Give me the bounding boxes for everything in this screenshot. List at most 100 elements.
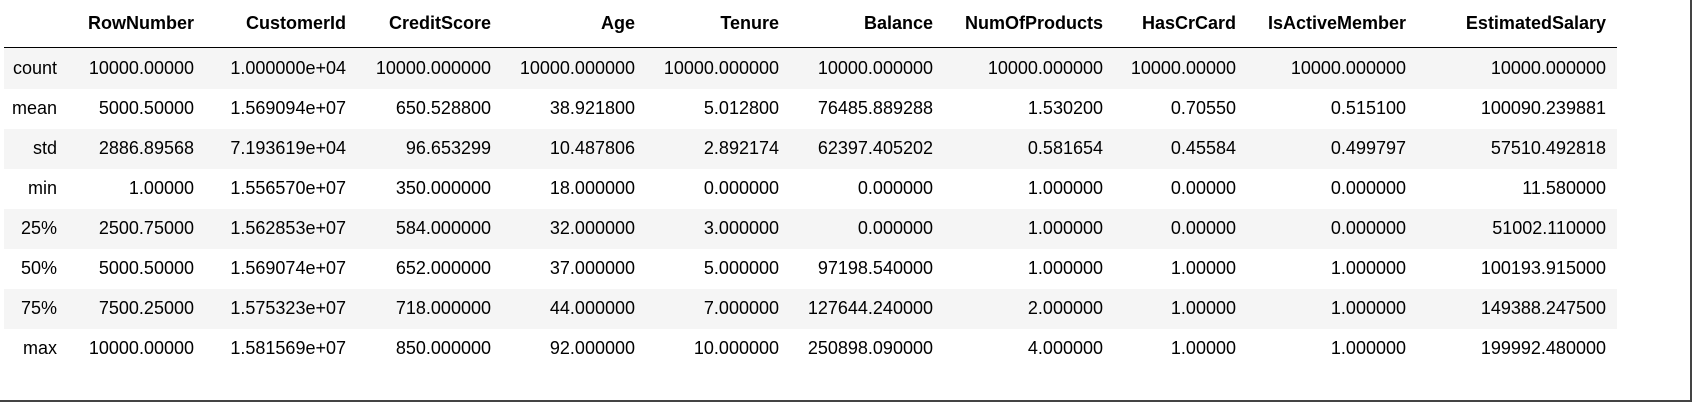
table-cell: 127644.240000 [807, 298, 933, 318]
row-label: std [32, 138, 57, 158]
table-cell: 0.000000 [703, 178, 779, 198]
table-cell: 100090.239881 [1480, 98, 1606, 118]
table-cell: 7.000000 [703, 298, 779, 318]
table-cell: 0.581654 [1027, 138, 1103, 158]
table-cell: 5000.50000 [98, 258, 194, 278]
column-header-tenure: Tenure [720, 13, 779, 33]
table-row: 50% 5000.50000 1.569074e+07 652.000000 3… [4, 248, 1617, 289]
table-cell: 0.70550 [1170, 98, 1236, 118]
column-header-age: Age [600, 13, 635, 33]
table-cell: 1.00000 [1170, 298, 1236, 318]
table-cell: 32.000000 [549, 218, 635, 238]
table-cell: 0.000000 [857, 218, 933, 238]
table-cell: 44.000000 [549, 298, 635, 318]
table-cell: 7.193619e+04 [230, 138, 346, 158]
table-cell: 96.653299 [405, 138, 491, 158]
table-row: count 10000.00000 1.000000e+04 10000.000… [4, 47, 1617, 89]
output-frame-bottom-border [0, 400, 1692, 402]
row-label: 25% [20, 218, 57, 238]
table-cell: 650.528800 [395, 98, 491, 118]
table-cell: 11.580000 [1522, 178, 1606, 198]
row-label: count [12, 57, 57, 78]
table-cell: 149388.247500 [1480, 298, 1606, 318]
table-cell: 10000.000000 [663, 57, 779, 78]
table-cell: 0.000000 [1330, 178, 1406, 198]
table-cell: 10.487806 [549, 138, 635, 158]
table-cell: 10000.000000 [817, 57, 933, 78]
table-cell: 0.515100 [1330, 98, 1406, 118]
table-cell: 10000.00000 [88, 57, 194, 78]
table-cell: 0.000000 [1330, 218, 1406, 238]
table-cell: 76485.889288 [817, 98, 933, 118]
table-cell: 850.000000 [395, 338, 491, 358]
row-label: 50% [20, 258, 57, 278]
table-cell: 0.499797 [1330, 138, 1406, 158]
table-cell: 1.000000 [1330, 258, 1406, 278]
table-cell: 51002.110000 [1492, 218, 1606, 238]
table-cell: 10000.000000 [987, 57, 1103, 78]
table-row: 75% 7500.25000 1.575323e+07 718.000000 4… [4, 288, 1617, 329]
table-row: max 10000.00000 1.581569e+07 850.000000 … [4, 328, 1617, 369]
table-cell: 5.000000 [703, 258, 779, 278]
column-header-estimatedsalary: EstimatedSalary [1465, 13, 1606, 33]
table-cell: 100193.915000 [1480, 258, 1606, 278]
table-cell: 250898.090000 [807, 338, 933, 358]
dataframe-output: RowNumber CustomerId CreditScore Age Ten… [4, 0, 1690, 413]
column-header-balance: Balance [863, 13, 933, 33]
table-cell: 10000.000000 [1490, 57, 1606, 78]
describe-table: RowNumber CustomerId CreditScore Age Ten… [4, 0, 1617, 369]
table-row: 25% 2500.75000 1.562853e+07 584.000000 3… [4, 208, 1617, 249]
table-cell: 199992.480000 [1480, 338, 1606, 358]
table-cell: 38.921800 [549, 98, 635, 118]
table-cell: 584.000000 [395, 218, 491, 238]
output-frame-right-border [1690, 0, 1692, 400]
table-cell: 1.000000 [1027, 178, 1103, 198]
table-cell: 1.00000 [1170, 258, 1236, 278]
table-cell: 2.000000 [1027, 298, 1103, 318]
table-cell: 1.000000 [1027, 258, 1103, 278]
table-cell: 1.562853e+07 [230, 218, 346, 238]
header-row: RowNumber CustomerId CreditScore Age Ten… [4, 0, 1617, 48]
table-cell: 3.000000 [703, 218, 779, 238]
table-cell: 1.000000 [1027, 218, 1103, 238]
table-cell: 1.575323e+07 [230, 298, 346, 318]
table-cell: 0.00000 [1170, 218, 1236, 238]
table-row: min 1.00000 1.556570e+07 350.000000 18.0… [4, 168, 1617, 209]
table-row: mean 5000.50000 1.569094e+07 650.528800 … [4, 88, 1617, 129]
table-cell: 5.012800 [703, 98, 779, 118]
table-cell: 350.000000 [395, 178, 491, 198]
table-cell: 10000.000000 [519, 57, 635, 78]
table-cell: 97198.540000 [817, 258, 933, 278]
table-cell: 0.45584 [1170, 138, 1236, 158]
column-header-isactivemember: IsActiveMember [1267, 13, 1406, 33]
table-cell: 1.000000e+04 [230, 57, 346, 78]
table-cell: 1.000000 [1330, 298, 1406, 318]
table-cell: 2886.89568 [98, 138, 194, 158]
table-cell: 10000.000000 [375, 57, 491, 78]
column-header-rownumber: RowNumber [87, 13, 194, 33]
table-cell: 0.000000 [857, 178, 933, 198]
table-cell: 62397.405202 [817, 138, 933, 158]
table-cell: 1.00000 [128, 178, 194, 198]
table-cell: 1.000000 [1330, 338, 1406, 358]
column-header-hascrcard: HasCrCard [1141, 13, 1236, 33]
table-row: std 2886.89568 7.193619e+04 96.653299 10… [4, 128, 1617, 169]
table-cell: 1.569074e+07 [230, 258, 346, 278]
column-header-creditscore: CreditScore [388, 13, 491, 33]
row-label: max [22, 338, 57, 358]
table-cell: 10000.00000 [88, 338, 194, 358]
table-cell: 2.892174 [703, 138, 779, 158]
row-label: min [27, 178, 57, 198]
column-header-customerid: CustomerId [245, 13, 346, 33]
table-cell: 1.530200 [1027, 98, 1103, 118]
table-cell: 10000.000000 [1290, 57, 1406, 78]
table-cell: 18.000000 [549, 178, 635, 198]
table-cell: 652.000000 [395, 258, 491, 278]
row-label: mean [11, 98, 57, 118]
column-header-numofproducts: NumOfProducts [964, 13, 1103, 33]
table-cell: 0.00000 [1170, 178, 1236, 198]
table-cell: 10.000000 [693, 338, 779, 358]
row-label: 75% [20, 298, 57, 318]
table-cell: 2500.75000 [98, 218, 194, 238]
table-cell: 1.569094e+07 [230, 98, 346, 118]
